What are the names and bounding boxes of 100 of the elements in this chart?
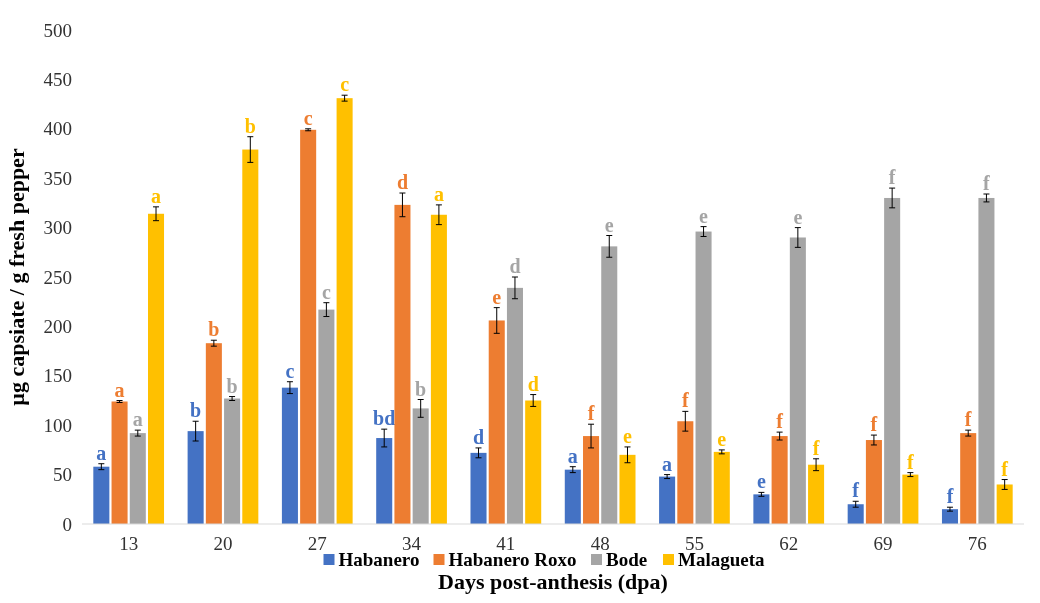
data-label: e [699,204,709,227]
bar [300,129,317,524]
data-label: b [226,374,238,397]
data-label: d [527,372,539,395]
y-tick-label: 0 [62,513,72,535]
bar [884,197,901,524]
bar [412,408,429,524]
bar [865,440,882,524]
data-label: f [852,479,860,502]
bar [129,433,146,524]
x-tick-label: 76 [967,533,987,554]
x-axis-title: Days post-anthesis (dpa) [438,569,668,594]
bar [619,454,636,524]
data-label: f [907,450,915,473]
data-label: b [244,114,256,137]
y-tick-label: 300 [43,217,72,239]
bar [902,474,919,524]
bar [564,469,581,524]
x-tick-label: 27 [307,533,327,554]
bar [224,398,241,524]
bar [771,436,788,524]
y-tick-label: 350 [43,167,72,189]
data-label: f [888,166,896,189]
data-label: f [812,436,820,459]
x-tick-label: 34 [402,533,422,554]
data-label: b [208,318,220,341]
bar [941,509,958,524]
x-tick-label: 41 [496,533,516,554]
bar [753,494,770,524]
data-label: c [321,280,331,303]
bar [148,213,165,524]
bar [847,504,864,524]
bar [488,320,505,524]
bar [996,484,1013,524]
y-tick-label: 500 [43,19,72,41]
bar [394,204,411,524]
data-label: f [1001,457,1009,480]
data-label: e [793,205,803,228]
data-label: f [983,172,991,195]
data-label: e [756,470,766,493]
y-tick-label: 200 [43,316,72,338]
data-label: b [415,377,427,400]
bar [695,231,712,524]
bar [376,438,393,524]
bar [281,387,298,524]
bar [318,309,335,524]
bar [470,452,487,524]
data-label: a [96,441,107,464]
data-label: d [509,255,521,277]
bar [506,287,523,524]
bar [111,401,128,524]
data-label: f [776,410,784,433]
y-tick-label: 250 [43,266,72,288]
bar [808,464,825,524]
bar [205,343,222,524]
bar [242,149,259,524]
bar [789,237,806,524]
data-label: c [340,73,350,96]
x-tick-label: 62 [779,533,799,554]
data-label: a [132,408,143,431]
data-label: a [567,444,578,467]
bar [525,400,542,524]
data-label: d [396,171,409,194]
data-label: a [433,182,444,205]
y-axis-title: µg capsiate / g fresh pepper [4,148,29,406]
data-label: f [964,408,972,431]
data-label: e [717,427,727,450]
data-label: e [623,424,633,447]
x-tick-label: 13 [119,533,139,554]
x-tick-label: 55 [684,533,704,554]
data-label: e [492,285,502,308]
bar [713,451,730,524]
y-tick-label: 100 [43,414,72,436]
bar [336,98,353,524]
bar [659,476,676,524]
bar [93,466,110,524]
data-label: b [190,399,202,422]
data-label: f [870,413,878,436]
x-tick-label: 48 [590,533,610,554]
data-label: e [604,213,614,236]
data-label: a [662,452,673,475]
bar [187,431,204,524]
data-label: a [114,378,125,401]
bar [430,214,447,524]
bar [960,433,977,524]
y-tick-label: 150 [43,365,72,387]
data-label: f [587,402,595,425]
data-label: c [303,106,313,129]
x-tick-label: 20 [213,533,233,554]
bar [978,197,995,524]
data-label: d [472,425,485,448]
y-tick-label: 400 [43,118,72,140]
data-label: f [681,389,689,412]
data-label: a [151,184,162,207]
bar [677,421,694,524]
bar [583,436,600,524]
data-label: f [946,485,954,508]
y-tick-label: 450 [43,69,72,91]
data-label: c [285,359,295,382]
bar [601,246,618,524]
